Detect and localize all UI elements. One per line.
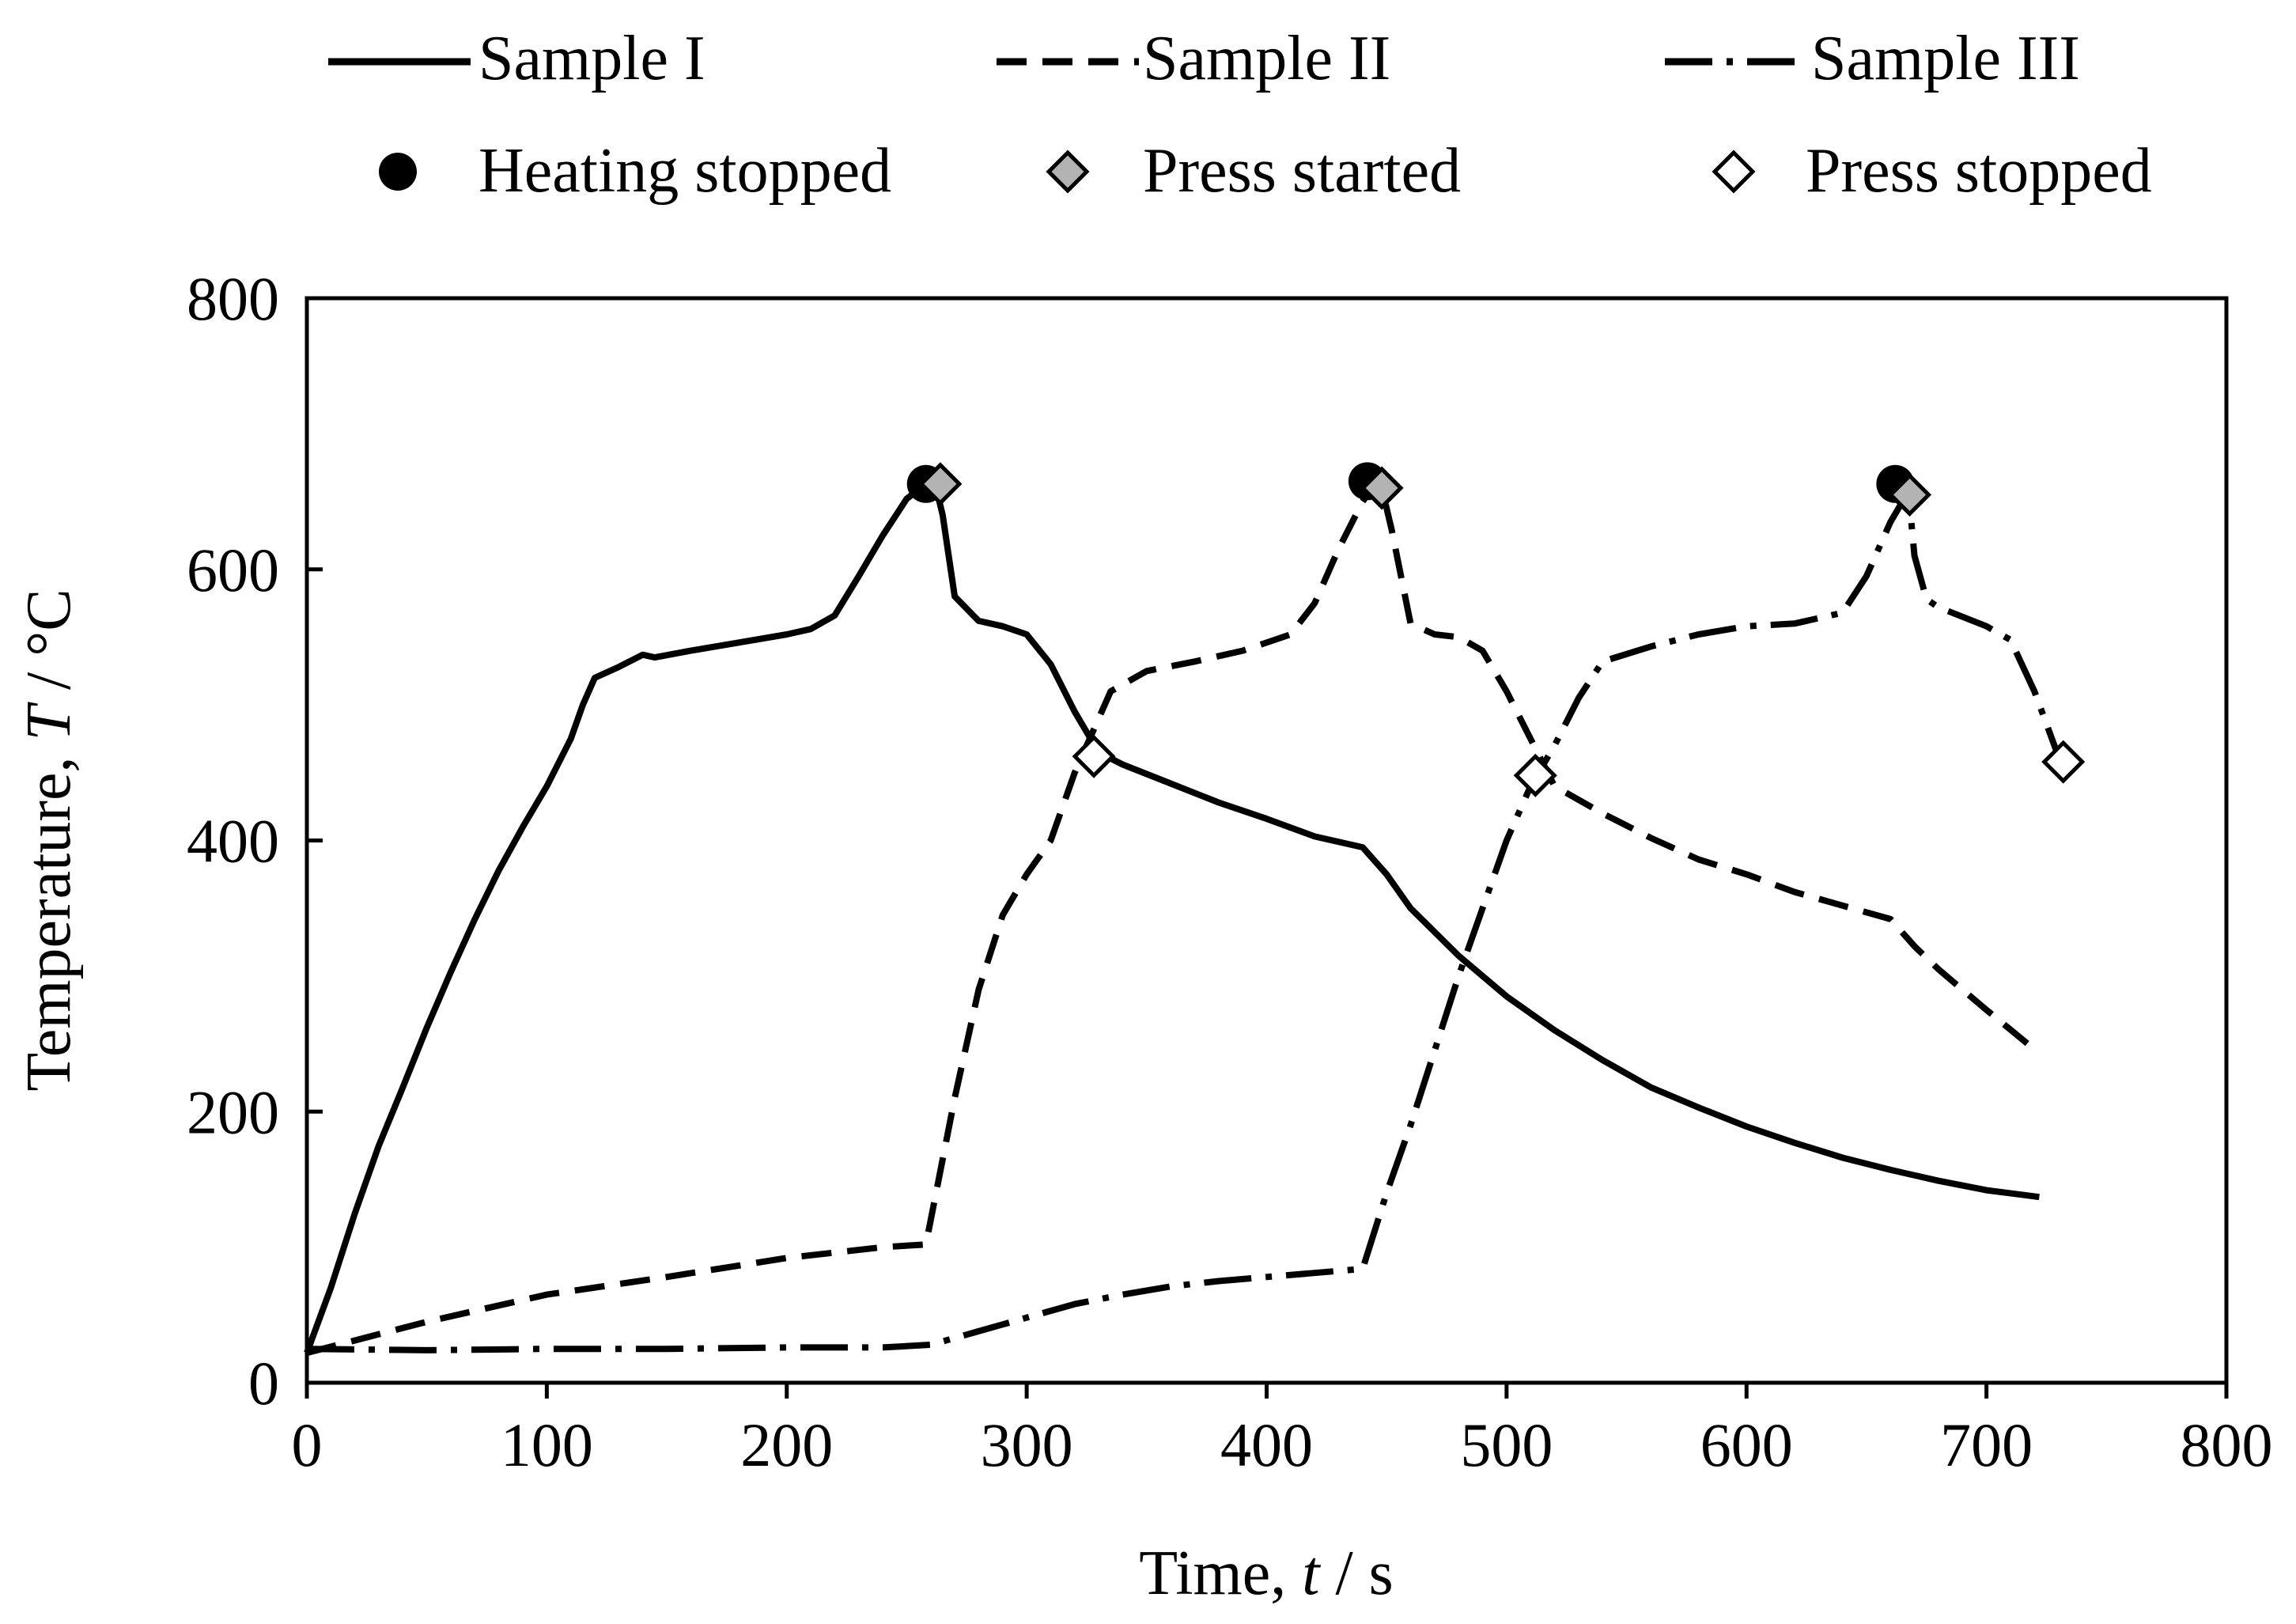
legend-marker-press-stopped [1712, 150, 1756, 194]
legend-entry-sample-1: Sample I [328, 24, 705, 93]
marker-press-stopped [2041, 740, 2086, 784]
legend: Sample I Sample II Sample III Heating st… [328, 24, 2152, 206]
plot-area-frame [304, 296, 2229, 1385]
marker-press-stopped [1513, 753, 1557, 797]
legend-marker-heating-stopped [379, 153, 417, 191]
legend-label-heating-stopped: Heating stopped [478, 136, 891, 206]
x-tick-label: 500 [1460, 1410, 1553, 1479]
marker-press-stopped [1072, 734, 1116, 778]
y-axis-ticks: 0 200 400 600 800 [187, 264, 323, 1418]
y-tick-label: 0 [248, 1349, 279, 1418]
x-tick-label: 800 [2181, 1410, 2273, 1479]
legend-entry-sample-2: Sample II [997, 24, 1390, 93]
legend-label-sample-2: Sample II [1143, 24, 1390, 93]
marker-press-started [1888, 472, 1932, 517]
x-tick-label: 300 [981, 1410, 1073, 1479]
legend-entry-heating-stopped: Heating stopped [379, 136, 891, 206]
x-axis-title: Time, t / s [1139, 1539, 1394, 1608]
legend-marker-press-started [1046, 150, 1090, 194]
legend-entry-press-stopped: Press stopped [1712, 136, 2152, 206]
marker-press-started [918, 462, 963, 506]
series-line-sample-3 [306, 498, 2062, 1353]
y-tick-label: 400 [187, 807, 279, 876]
series-line-sample-1 [304, 480, 2040, 1354]
legend-label-sample-1: Sample I [478, 24, 705, 93]
x-tick-label: 200 [740, 1410, 833, 1479]
y-axis-title: Temperature, T / °C [14, 589, 84, 1091]
y-tick-label: 600 [187, 536, 279, 604]
y-tick-label: 800 [187, 264, 279, 333]
x-tick-label: 100 [501, 1410, 593, 1479]
event-markers [906, 462, 2086, 797]
x-tick-label: 400 [1220, 1410, 1313, 1479]
legend-label-press-started: Press started [1143, 136, 1461, 206]
y-tick-label: 200 [187, 1077, 279, 1146]
marker-press-started [1360, 466, 1404, 510]
series-line-sample-2 [305, 480, 2041, 1357]
series-lines [304, 480, 2062, 1357]
legend-entry-press-started: Press started [1046, 136, 1461, 206]
x-tick-label: 600 [1700, 1410, 1793, 1479]
x-tick-label: 0 [292, 1410, 323, 1479]
legend-label-press-stopped: Press stopped [1806, 136, 2152, 206]
legend-entry-sample-3: Sample III [1665, 24, 2080, 93]
x-axis-ticks: 0 100 200 300 400 500 600 700 800 [292, 1383, 2273, 1479]
legend-label-sample-3: Sample III [1811, 24, 2080, 93]
x-tick-label: 700 [1940, 1410, 2033, 1479]
